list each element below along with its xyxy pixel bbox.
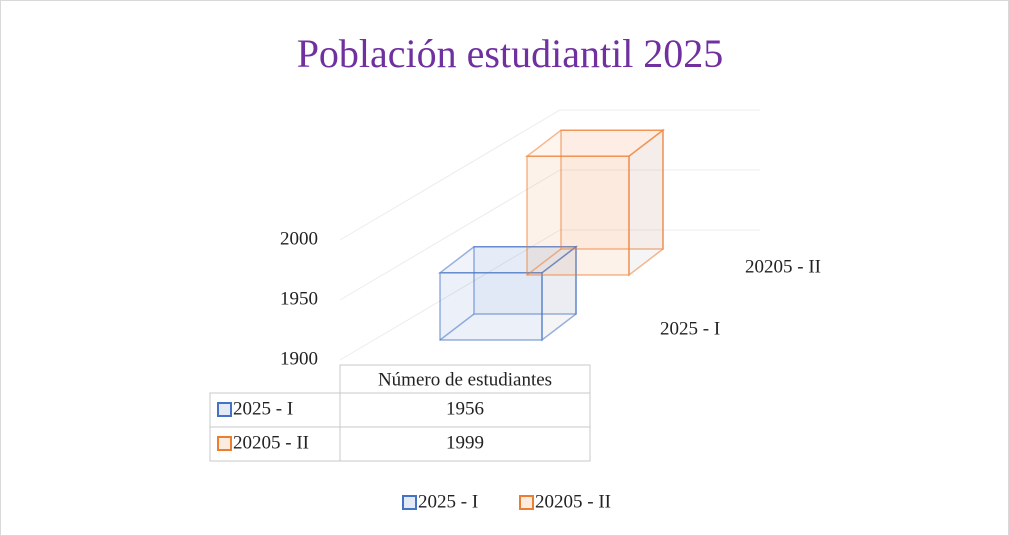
- table-series-name: 2025 - I: [233, 398, 293, 419]
- y-tick-label: 2000: [280, 228, 318, 249]
- table-value: 1956: [446, 398, 484, 419]
- grid-line: [339, 109, 760, 241]
- legend-label: 2025 - I: [418, 491, 478, 512]
- legend-label: 20205 - II: [535, 491, 611, 512]
- table-cell: [339, 426, 591, 462]
- chart-title: Población estudiantil 2025: [297, 31, 724, 76]
- bar: [439, 272, 543, 341]
- grid-line: [339, 169, 760, 301]
- legend-key: [519, 495, 534, 510]
- legend-key: [402, 495, 417, 510]
- bar-edge: [439, 313, 475, 341]
- y-tick-label: 1950: [280, 288, 318, 309]
- table-legend-key: [217, 436, 232, 451]
- bar-edge: [526, 248, 562, 276]
- table-legend-key: [217, 402, 232, 417]
- table-header: Número de estudiantes: [378, 369, 552, 390]
- y-tick-label: 1900: [280, 348, 318, 369]
- series-axis-label: 20205 - II: [745, 256, 821, 277]
- table-series-name: 20205 - II: [233, 432, 309, 453]
- series-axis-label: 2025 - I: [660, 318, 720, 339]
- bar: [526, 155, 630, 276]
- table-value: 1999: [446, 432, 484, 453]
- grid-line: [339, 229, 760, 361]
